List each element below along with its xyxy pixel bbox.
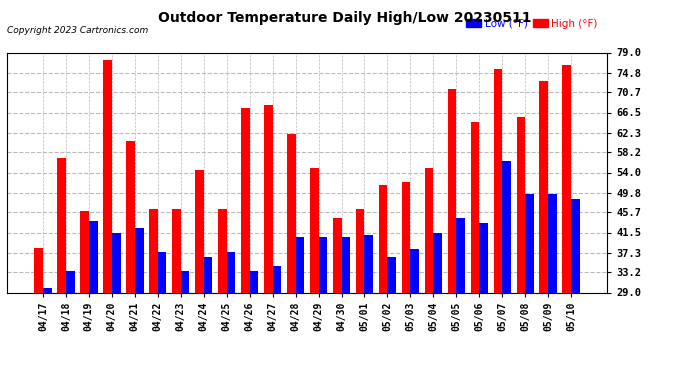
Bar: [250, 271, 258, 375]
Bar: [149, 209, 158, 375]
Bar: [218, 209, 226, 375]
Bar: [80, 211, 89, 375]
Bar: [126, 141, 135, 375]
Bar: [241, 108, 250, 375]
Bar: [181, 271, 190, 375]
Bar: [310, 168, 319, 375]
Bar: [66, 271, 75, 375]
Bar: [448, 88, 456, 375]
Bar: [525, 194, 534, 375]
Bar: [433, 232, 442, 375]
Bar: [158, 252, 166, 375]
Bar: [493, 69, 502, 375]
Bar: [112, 232, 121, 375]
Bar: [43, 288, 52, 375]
Bar: [264, 105, 273, 375]
Bar: [103, 60, 112, 375]
Bar: [471, 122, 480, 375]
Bar: [356, 209, 364, 375]
Bar: [57, 158, 66, 375]
Bar: [34, 248, 43, 375]
Bar: [135, 228, 144, 375]
Bar: [319, 237, 327, 375]
Bar: [195, 170, 204, 375]
Bar: [287, 134, 295, 375]
Bar: [571, 199, 580, 375]
Bar: [342, 237, 351, 375]
Bar: [379, 184, 388, 375]
Bar: [388, 256, 396, 375]
Text: Copyright 2023 Cartronics.com: Copyright 2023 Cartronics.com: [7, 26, 148, 35]
Bar: [204, 256, 213, 375]
Bar: [549, 194, 557, 375]
Bar: [273, 266, 282, 375]
Bar: [456, 218, 465, 375]
Text: Outdoor Temperature Daily High/Low 20230511: Outdoor Temperature Daily High/Low 20230…: [158, 11, 532, 25]
Bar: [517, 117, 525, 375]
Bar: [562, 64, 571, 375]
Bar: [364, 235, 373, 375]
Bar: [411, 249, 419, 375]
Bar: [226, 252, 235, 375]
Bar: [424, 168, 433, 375]
Bar: [89, 220, 97, 375]
Bar: [295, 237, 304, 375]
Bar: [402, 182, 411, 375]
Bar: [480, 223, 488, 375]
Legend: Low (°F), High (°F): Low (°F), High (°F): [462, 15, 602, 33]
Bar: [333, 218, 342, 375]
Bar: [172, 209, 181, 375]
Bar: [540, 81, 549, 375]
Bar: [502, 160, 511, 375]
